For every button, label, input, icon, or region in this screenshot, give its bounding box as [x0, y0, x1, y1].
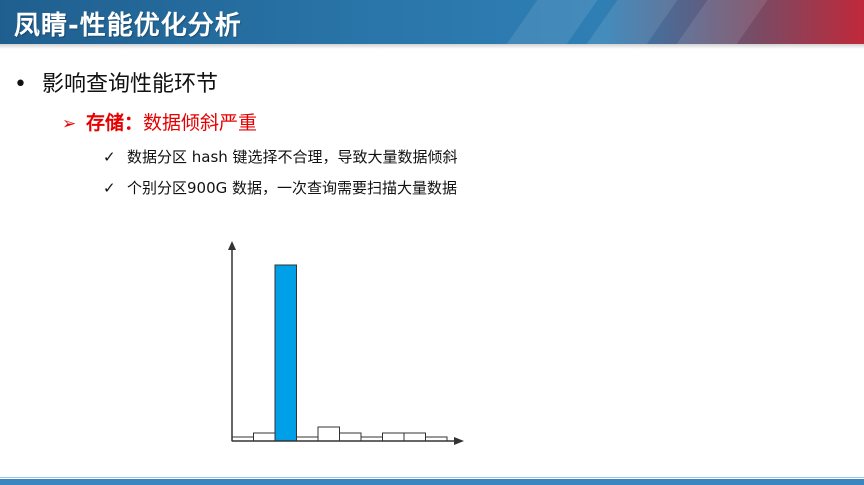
partition-bar: [340, 433, 362, 441]
footer-bar: [0, 479, 864, 485]
bullet-level3: ✓ 个别分区900G 数据，一次查询需要扫描大量数据: [103, 177, 457, 198]
y-axis-arrow-icon: [228, 241, 236, 250]
skewed-partition-bar: [275, 265, 297, 441]
bullet-level3-text: 数据分区 hash 键选择不合理，导致大量数据倾斜: [127, 148, 458, 166]
slide-header: 凤睛-性能优化分析: [0, 0, 864, 44]
bullet-dot-icon: •: [14, 72, 42, 97]
footer-rule: [0, 477, 864, 478]
partition-bar: [318, 427, 340, 441]
partition-bar: [404, 433, 426, 441]
partition-bar: [254, 433, 276, 441]
header-shadow: [0, 44, 864, 49]
slide-title: 凤睛-性能优化分析: [14, 5, 242, 42]
bullet-level2-text: 数据倾斜严重: [143, 112, 257, 134]
arrow-bullet-icon: ➢: [62, 114, 86, 134]
bullet-level2: ➢ 存储：数据倾斜严重: [62, 108, 257, 135]
header-stripe: [665, 0, 774, 44]
check-icon: ✓: [103, 179, 127, 197]
check-icon: ✓: [103, 148, 127, 166]
bullet-level1-text: 影响查询性能环节: [42, 72, 218, 97]
bullet-level3: ✓ 数据分区 hash 键选择不合理，导致大量数据倾斜: [103, 146, 458, 167]
bullet-level1: • 影响查询性能环节: [14, 66, 218, 98]
header-stripe: [495, 0, 604, 44]
partition-bar: [383, 433, 405, 441]
x-axis-arrow-icon: [454, 437, 464, 445]
bullet-level3-text: 个别分区900G 数据，一次查询需要扫描大量数据: [127, 179, 457, 197]
skew-bar-chart: [222, 236, 472, 451]
bullet-level2-strong: 存储：: [86, 112, 143, 134]
